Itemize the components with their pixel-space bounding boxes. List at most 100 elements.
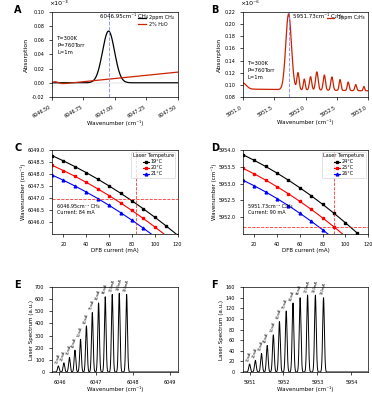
Text: 110mA: 110mA bbox=[311, 280, 319, 293]
X-axis label: DFB current (mA): DFB current (mA) bbox=[91, 248, 139, 254]
20°C bbox=[50, 163, 54, 168]
Text: 90mA: 90mA bbox=[101, 284, 108, 295]
25°C bbox=[298, 199, 302, 204]
Text: 90mA: 90mA bbox=[296, 284, 303, 296]
25°C bbox=[343, 234, 348, 239]
Legend: 2ppm CH₄, 2% H₂O: 2ppm CH₄, 2% H₂O bbox=[137, 14, 175, 28]
26°C bbox=[320, 227, 325, 232]
26°C bbox=[286, 203, 291, 208]
20°C bbox=[164, 233, 169, 238]
21°C bbox=[118, 210, 123, 215]
21°C bbox=[153, 234, 157, 239]
Text: 80mA: 80mA bbox=[95, 290, 101, 301]
24°C bbox=[343, 220, 348, 225]
Text: A: A bbox=[15, 5, 22, 15]
24°C bbox=[366, 241, 371, 246]
Text: F: F bbox=[211, 280, 218, 290]
26°C bbox=[309, 219, 314, 224]
21°C bbox=[107, 203, 111, 208]
21°C bbox=[96, 196, 100, 201]
20°C bbox=[130, 208, 134, 213]
19°C bbox=[118, 191, 123, 196]
Text: 60mA: 60mA bbox=[83, 313, 89, 324]
24°C bbox=[298, 185, 302, 190]
Text: 120mA: 120mA bbox=[320, 282, 327, 296]
Text: 6046.95cm⁻¹ CH₄
Current: 84 mA: 6046.95cm⁻¹ CH₄ Current: 84 mA bbox=[57, 204, 100, 216]
Y-axis label: Wavenumber (cm⁻¹): Wavenumber (cm⁻¹) bbox=[211, 164, 217, 220]
19°C bbox=[175, 233, 180, 238]
26°C bbox=[332, 236, 336, 241]
19°C bbox=[73, 164, 77, 169]
19°C bbox=[96, 177, 100, 182]
Y-axis label: Laser Spectrum (a.u.): Laser Spectrum (a.u.) bbox=[29, 300, 34, 360]
Text: 60mA: 60mA bbox=[276, 308, 282, 320]
Y-axis label: Absorption: Absorption bbox=[217, 37, 221, 72]
Text: 80mA: 80mA bbox=[289, 290, 296, 301]
20°C bbox=[153, 224, 157, 229]
24°C bbox=[332, 211, 336, 216]
20°C bbox=[61, 168, 66, 173]
Line: 21°C: 21°C bbox=[51, 174, 179, 256]
25°C bbox=[275, 184, 279, 189]
X-axis label: Wavenumber (cm⁻¹): Wavenumber (cm⁻¹) bbox=[278, 386, 334, 392]
Text: 50mA: 50mA bbox=[269, 322, 276, 333]
26°C bbox=[343, 246, 348, 251]
Text: T=300K
P=760Torr
L=1m: T=300K P=760Torr L=1m bbox=[248, 61, 275, 80]
X-axis label: Wavenumber (cm⁻¹): Wavenumber (cm⁻¹) bbox=[87, 120, 143, 126]
21°C bbox=[175, 252, 180, 257]
25°C bbox=[366, 254, 371, 259]
Text: 30mA: 30mA bbox=[257, 340, 264, 351]
25°C bbox=[252, 172, 256, 176]
Y-axis label: Wavenumber (cm⁻¹): Wavenumber (cm⁻¹) bbox=[20, 164, 26, 220]
Text: D: D bbox=[211, 143, 219, 153]
19°C bbox=[107, 184, 111, 188]
Text: 20mA: 20mA bbox=[251, 347, 258, 358]
21°C bbox=[50, 173, 54, 178]
20°C bbox=[141, 216, 145, 221]
24°C bbox=[252, 158, 256, 163]
24°C bbox=[275, 171, 279, 176]
X-axis label: Wavenumber (cm⁻¹): Wavenumber (cm⁻¹) bbox=[87, 386, 143, 392]
Text: 5951.73cm⁻¹ C₂H₆: 5951.73cm⁻¹ C₂H₆ bbox=[293, 14, 343, 19]
Text: 70mA: 70mA bbox=[89, 299, 95, 310]
X-axis label: Wavenumber (cm⁻¹): Wavenumber (cm⁻¹) bbox=[278, 119, 334, 125]
Legend: 1ppm C₂H₆: 1ppm C₂H₆ bbox=[326, 14, 366, 21]
20°C bbox=[175, 242, 180, 247]
Text: 100mA: 100mA bbox=[108, 279, 115, 292]
X-axis label: DFB current (mA): DFB current (mA) bbox=[282, 248, 330, 254]
19°C bbox=[50, 153, 54, 158]
24°C bbox=[320, 202, 325, 207]
21°C bbox=[61, 178, 66, 183]
19°C bbox=[84, 170, 89, 175]
Line: 20°C: 20°C bbox=[51, 164, 179, 246]
24°C bbox=[263, 164, 268, 169]
Text: 20mA: 20mA bbox=[60, 350, 67, 361]
25°C bbox=[355, 244, 359, 249]
26°C bbox=[252, 183, 256, 188]
Text: T=300K
P=760Torr
L=1m: T=300K P=760Torr L=1m bbox=[57, 36, 84, 55]
Legend: 24°C, 25°C, 26°C: 24°C, 25°C, 26°C bbox=[322, 152, 366, 178]
26°C bbox=[241, 178, 245, 182]
Text: B: B bbox=[211, 5, 219, 15]
20°C bbox=[118, 200, 123, 205]
21°C bbox=[130, 218, 134, 222]
Text: 50mA: 50mA bbox=[77, 326, 83, 337]
24°C bbox=[286, 178, 291, 182]
25°C bbox=[241, 166, 245, 171]
Text: 40mA: 40mA bbox=[71, 337, 78, 348]
19°C bbox=[61, 158, 66, 163]
21°C bbox=[84, 190, 89, 194]
Y-axis label: Laser Spectrum (a.u.): Laser Spectrum (a.u.) bbox=[219, 300, 224, 360]
Text: 30mA: 30mA bbox=[65, 344, 72, 355]
21°C bbox=[164, 243, 169, 248]
26°C bbox=[298, 211, 302, 216]
Text: 10mA: 10mA bbox=[54, 353, 61, 364]
Text: E: E bbox=[15, 280, 21, 290]
Text: 6046.95cm⁻¹ CH₄: 6046.95cm⁻¹ CH₄ bbox=[100, 14, 148, 19]
20°C bbox=[107, 193, 111, 198]
24°C bbox=[355, 230, 359, 235]
19°C bbox=[164, 224, 169, 228]
20°C bbox=[96, 186, 100, 191]
Text: 40mA: 40mA bbox=[263, 332, 270, 343]
Text: 10mA: 10mA bbox=[246, 351, 252, 362]
